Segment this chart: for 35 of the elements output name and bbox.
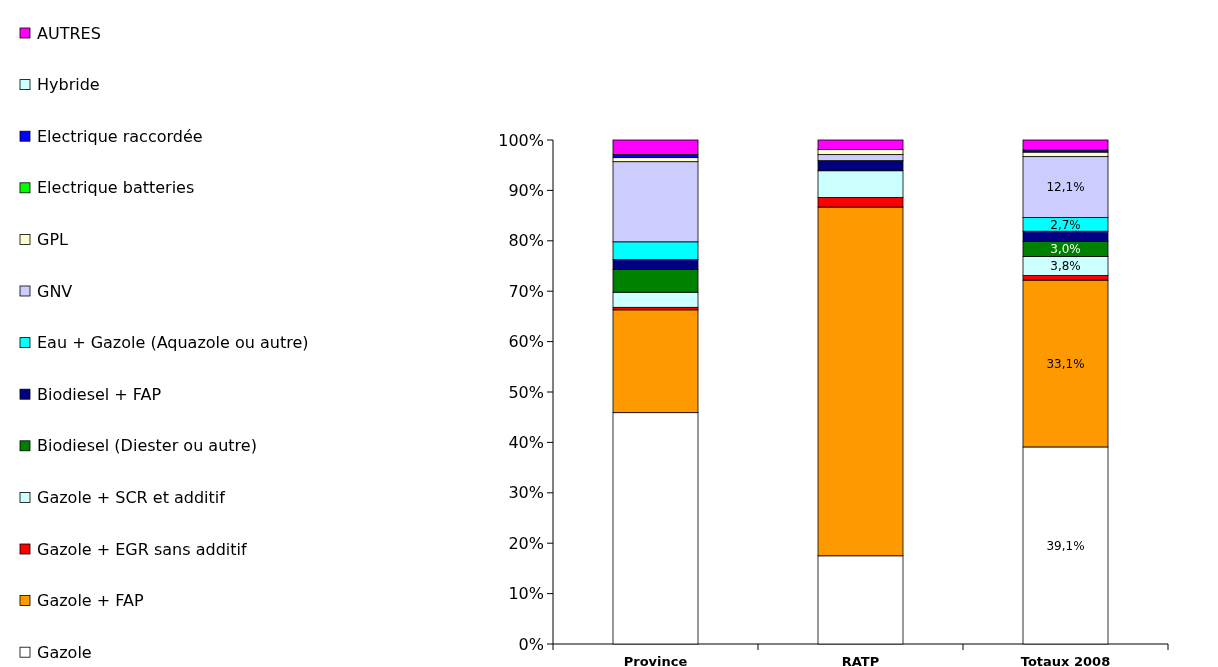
data-label: 2,7% (1050, 217, 1081, 232)
data-label: 12,1% (1046, 180, 1085, 195)
legend-label: Eau + Gazole (Aquazole ou autre) (37, 333, 309, 353)
data-label: 39,1% (1046, 538, 1085, 553)
bar (612, 139, 699, 156)
legend-label: Electrique batteries (37, 178, 195, 198)
y-tick-label: 100% (498, 130, 544, 150)
legend-label: Electrique raccordée (37, 126, 203, 146)
legend-label: Gazole (37, 642, 92, 662)
y-tick-label: 70% (508, 281, 544, 301)
y-tick-label: 90% (508, 181, 544, 200)
legend-label: Gazole + EGR sans additif (37, 539, 247, 559)
y-tick-label: 10% (508, 584, 544, 604)
legend-label: GNV (37, 281, 73, 301)
y-tick-label: 60% (508, 332, 544, 352)
y-tick-label: 0% (518, 634, 544, 654)
legend-label: Hybride (37, 75, 100, 95)
x-tick-label: Totaux 2008 (1020, 654, 1111, 667)
data-label: 3,8% (1050, 259, 1081, 274)
data-label: 33,1% (1046, 356, 1085, 371)
y-tick-label: 20% (508, 533, 544, 553)
legend-label: Biodiesel (Diester ou autre) (37, 436, 257, 456)
y-tick-label: 80% (508, 231, 544, 251)
x-tick-label: RATP (841, 654, 880, 667)
y-tick-label: 30% (508, 483, 544, 503)
y-tick-label: 40% (508, 433, 544, 452)
legend-label: Biodiesel + FAP (37, 384, 162, 404)
data-label: 3,0% (1050, 242, 1081, 257)
legend-label: AUTRES (37, 23, 101, 43)
y-tick-label: 50% (508, 382, 544, 402)
legend-label: Gazole + FAP (37, 591, 144, 611)
bar (1022, 139, 1109, 151)
legend-label: GPL (37, 230, 69, 249)
legend-label: Gazole + SCR et additif (37, 488, 226, 507)
x-tick-label: Province (623, 654, 688, 667)
